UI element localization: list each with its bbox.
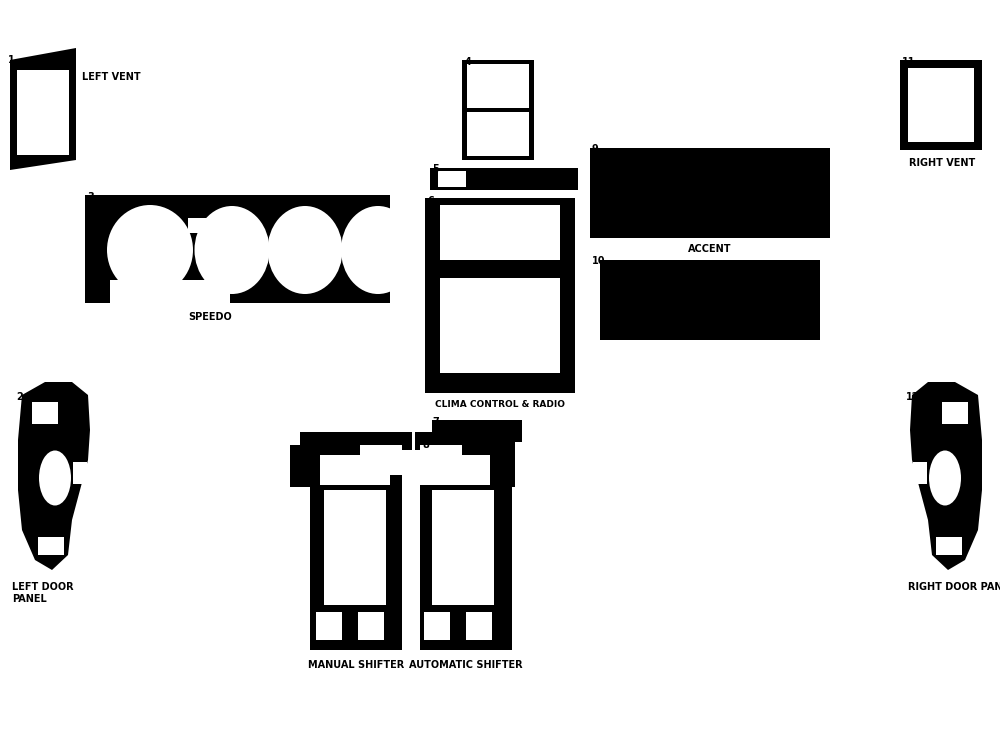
Bar — [600, 260, 820, 340]
Bar — [420, 455, 490, 485]
Text: 4: 4 — [465, 57, 472, 67]
Bar — [17, 70, 69, 155]
Text: ACCENT: ACCENT — [454, 448, 498, 458]
Bar — [432, 420, 522, 442]
Polygon shape — [10, 48, 76, 170]
Bar — [430, 168, 578, 190]
Bar — [590, 148, 830, 238]
Bar — [310, 445, 402, 650]
Text: ACCENT: ACCENT — [688, 244, 732, 254]
Bar — [462, 60, 534, 160]
Bar — [420, 445, 462, 475]
Bar — [300, 432, 412, 450]
Bar — [440, 205, 560, 260]
Bar — [415, 432, 515, 450]
Text: 10: 10 — [592, 256, 606, 266]
Bar — [358, 612, 384, 640]
Text: LEFT VENT: LEFT VENT — [82, 72, 141, 82]
Bar — [440, 278, 560, 373]
Bar — [908, 68, 974, 142]
Text: LEFT DOOR
PANEL: LEFT DOOR PANEL — [12, 582, 74, 604]
Text: 1: 1 — [8, 55, 15, 65]
Bar — [438, 171, 466, 187]
Bar — [316, 612, 342, 640]
Bar — [188, 218, 210, 233]
Bar — [480, 445, 515, 487]
Bar — [913, 462, 927, 484]
Text: 5: 5 — [432, 164, 439, 174]
Bar — [420, 445, 512, 650]
Ellipse shape — [929, 451, 961, 506]
Text: 13: 13 — [312, 440, 326, 450]
Text: 8: 8 — [422, 440, 429, 450]
Text: SPEEDO: SPEEDO — [188, 312, 232, 322]
Polygon shape — [910, 382, 982, 570]
Bar — [900, 60, 982, 150]
Text: RIGHT DOOR PANEL: RIGHT DOOR PANEL — [908, 582, 1000, 592]
Bar — [425, 375, 575, 393]
Text: 3: 3 — [87, 192, 94, 202]
Text: 12: 12 — [906, 392, 920, 402]
Bar — [324, 490, 386, 605]
Text: 11: 11 — [902, 57, 916, 67]
Bar — [425, 198, 575, 393]
Bar — [360, 445, 402, 475]
Ellipse shape — [341, 206, 415, 294]
Ellipse shape — [194, 206, 270, 294]
Text: 9: 9 — [592, 144, 599, 154]
Bar — [424, 612, 450, 640]
Ellipse shape — [39, 451, 71, 506]
Bar — [440, 263, 560, 275]
Bar — [73, 462, 87, 484]
Bar — [85, 195, 390, 303]
Polygon shape — [18, 382, 90, 570]
Text: 7: 7 — [432, 417, 439, 427]
Text: AUTOMATIC SHIFTER: AUTOMATIC SHIFTER — [409, 660, 523, 670]
Bar — [466, 612, 492, 640]
Text: MANUAL SHIFTER: MANUAL SHIFTER — [308, 660, 404, 670]
Text: 6: 6 — [427, 196, 434, 206]
Text: RIGHT VENT: RIGHT VENT — [909, 158, 975, 168]
Bar — [467, 64, 529, 108]
Bar — [467, 112, 529, 156]
Bar — [936, 537, 962, 555]
Ellipse shape — [268, 206, 342, 294]
Bar — [38, 537, 64, 555]
Text: CLIMA CONTROL & RADIO: CLIMA CONTROL & RADIO — [435, 400, 565, 409]
Bar — [290, 445, 312, 487]
Bar — [32, 402, 58, 424]
Text: 2: 2 — [16, 392, 23, 402]
Bar — [320, 455, 390, 485]
Bar — [110, 280, 230, 303]
Ellipse shape — [107, 205, 193, 295]
Bar — [942, 402, 968, 424]
Bar — [432, 490, 494, 605]
